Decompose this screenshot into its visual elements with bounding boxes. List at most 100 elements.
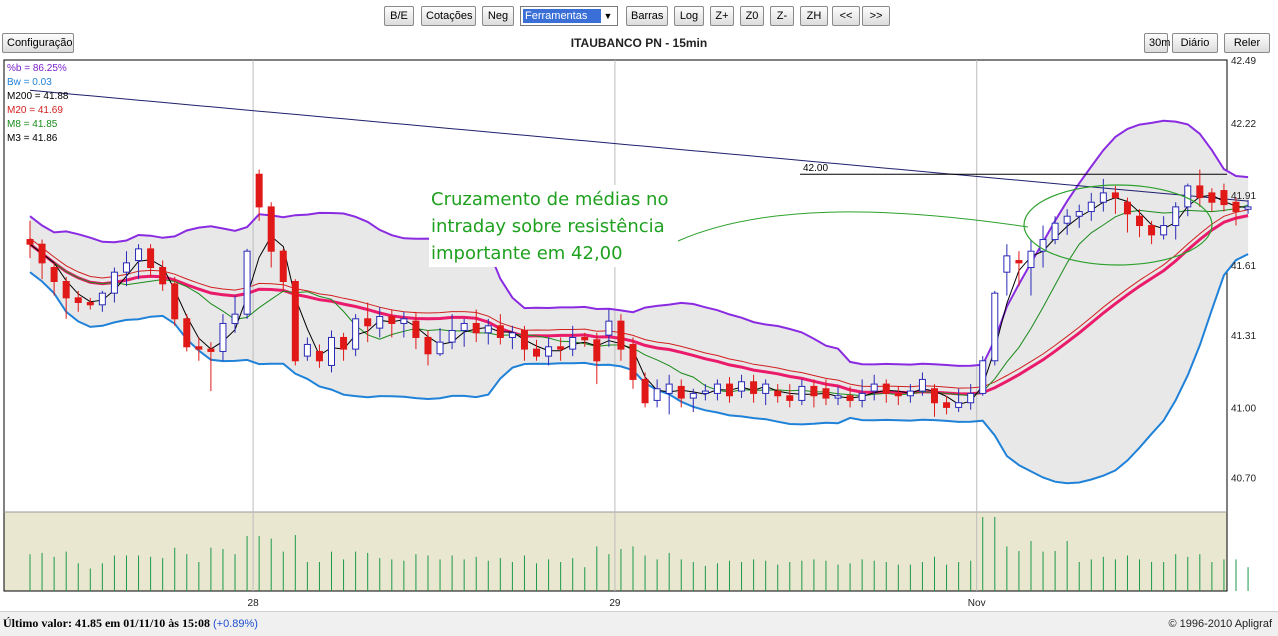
candle-body: [1087, 201, 1095, 213]
toolbar-button-9[interactable]: <<: [832, 6, 860, 26]
candle-body: [906, 390, 914, 397]
annotation-line-0: Cruzamento de médias no: [431, 189, 668, 210]
change-percent: (+0.89%): [212, 618, 258, 630]
y-tick-label-3: 41.61: [1231, 261, 1256, 272]
candle-body: [1196, 185, 1204, 199]
y-tick-label-4: 41.31: [1231, 331, 1256, 342]
status-bar: Último valor: 41.85 em 01/11/10 às 15:08…: [0, 611, 1278, 636]
candle-body: [533, 348, 541, 357]
candle-body: [750, 381, 758, 394]
candle-body: [183, 318, 191, 348]
candle-body: [340, 336, 348, 350]
candle-body: [1015, 260, 1023, 264]
candle-body: [653, 388, 661, 401]
highlight-ellipse: [1023, 184, 1213, 266]
candle-body: [484, 325, 492, 334]
candle-body: [870, 383, 878, 392]
upper-band-line: [29, 119, 1249, 367]
candle-body: [629, 343, 637, 380]
annotation-box: [429, 185, 675, 267]
candle-body: [50, 267, 58, 283]
toolbar-button-2[interactable]: Neg: [482, 6, 514, 26]
candle-body: [967, 392, 975, 404]
toolbar-button-3[interactable]: Barras: [626, 6, 668, 26]
annotation-line-2: importante em 42,00: [431, 243, 623, 264]
candle-body: [545, 346, 553, 357]
candle-body: [1232, 201, 1240, 213]
candle-body: [255, 173, 263, 208]
candle-body: [352, 318, 360, 350]
candle-body: [569, 336, 577, 350]
x-tick-label-1: 29: [609, 598, 621, 609]
chart-title: ITAUBANCO PN - 15min: [570, 36, 708, 50]
last-value: Último valor: 41.85 em 01/11/10 às 15:08…: [3, 616, 258, 631]
stock-chart[interactable]: 28 29 Nov 42.00 42.49 42.22 41.91 41.61 41.31 41.…: [0, 55, 1278, 611]
toolbar-button-0[interactable]: B/E: [384, 6, 414, 26]
candle-body: [798, 385, 806, 401]
candle-body: [713, 383, 721, 394]
m20-shadow-line: [29, 209, 1249, 389]
candle-body: [400, 318, 408, 324]
candle-body: [846, 395, 854, 401]
toolbar-button-6[interactable]: Z0: [740, 6, 764, 26]
legend-item-4: M8 = 41.85: [7, 119, 58, 130]
candle-body: [520, 329, 528, 350]
candle-body: [26, 239, 34, 245]
candle-body: [1136, 215, 1144, 227]
candle-body: [508, 332, 516, 338]
toolbar-button-4[interactable]: Log: [674, 6, 704, 26]
candle-body: [1160, 225, 1168, 236]
x-tick-label-2: Nov: [968, 598, 986, 609]
candle-body: [171, 283, 179, 320]
candle-body: [231, 313, 239, 324]
legend-item-1: Bw = 0.03: [7, 77, 52, 88]
candle-body: [1099, 192, 1107, 203]
candle-body: [62, 281, 70, 299]
y-tick-label-6: 40.70: [1231, 473, 1256, 484]
candle-body: [1148, 225, 1156, 236]
y-tick-label-0: 42.49: [1231, 56, 1256, 67]
toolbar-button-7[interactable]: Z-: [770, 6, 794, 26]
m200-line: [29, 89, 1249, 202]
candle-body: [617, 320, 625, 350]
candle-body: [894, 392, 902, 397]
tools-dropdown[interactable]: Ferramentas ▼: [520, 6, 618, 26]
candle-body: [738, 381, 746, 392]
candle-body: [472, 322, 480, 334]
period-button-1[interactable]: Diário: [1172, 33, 1218, 53]
toolbar-button-1[interactable]: Cotações: [421, 6, 476, 26]
candle-body: [1184, 185, 1192, 208]
toolbar-button-8[interactable]: ZH: [800, 6, 828, 26]
period-button-2[interactable]: Reler: [1224, 33, 1270, 53]
candle-body: [1051, 222, 1059, 241]
candle-body: [774, 390, 782, 397]
config-button[interactable]: Configuração: [2, 33, 74, 53]
candle-body: [364, 318, 372, 327]
candle-body: [931, 388, 938, 404]
candle-body: [135, 248, 143, 262]
candle-body: [689, 392, 697, 399]
candle-body: [147, 248, 155, 269]
candle-body: [207, 348, 215, 352]
toolbar-button-10[interactable]: >>: [862, 6, 890, 26]
candle-body: [1244, 206, 1252, 210]
annotation-line-1: intraday sobre resistência: [431, 216, 665, 237]
candle-body: [677, 385, 685, 399]
y-tick-label-1: 42.22: [1231, 119, 1256, 130]
candle-body: [991, 292, 999, 362]
candle-body: [943, 402, 951, 408]
lower-band-line: [29, 253, 1249, 485]
candle-body: [581, 336, 589, 341]
candle-body: [1027, 250, 1035, 269]
volume-panel: [4, 512, 1227, 591]
candle-body: [267, 206, 275, 252]
candle-body: [98, 292, 106, 306]
last-value-text: Último valor: 41.85 em 01/11/10 às 15:08: [3, 616, 210, 630]
candle-body: [1111, 192, 1119, 199]
period-button-0[interactable]: 30m: [1144, 33, 1170, 53]
candle-body: [159, 267, 167, 285]
legend-item-2: M200 = 41.88: [7, 91, 69, 102]
toolbar-button-5[interactable]: Z+: [710, 6, 734, 26]
candle-body: [882, 383, 890, 394]
candle-body: [858, 392, 866, 401]
